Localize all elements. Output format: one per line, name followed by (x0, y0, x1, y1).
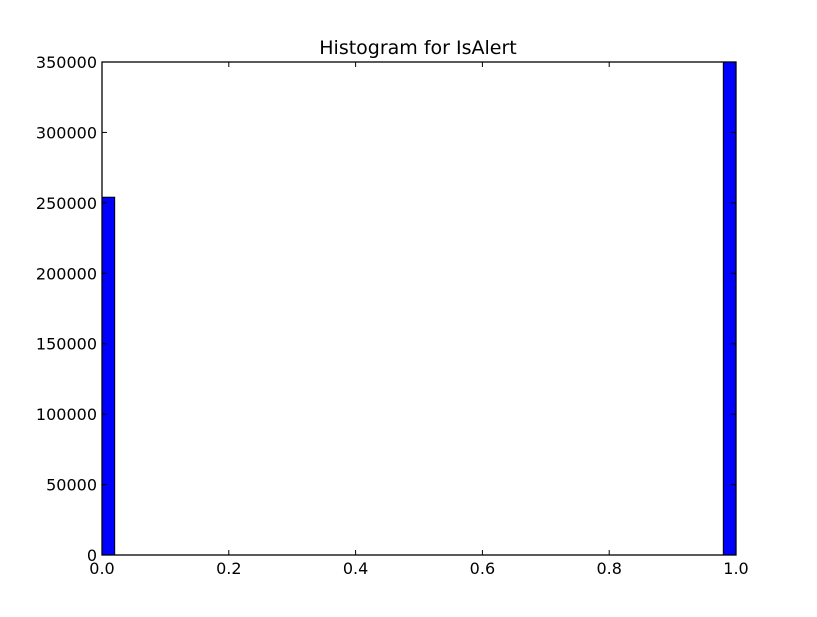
x-axis-tick-labels: 0.0 0.2 0.4 0.6 0.8 1.0 (89, 559, 748, 578)
y-tick-label: 100000 (36, 405, 97, 424)
ticks-layer (101, 61, 737, 556)
y-tick-label: 250000 (36, 194, 97, 213)
histogram-bar-0 (101, 196, 116, 556)
y-tick-label: 200000 (36, 264, 97, 283)
y-axis-tick-labels: 0 50000 100000 150000 200000 250000 300000 3500… (36, 53, 97, 565)
x-tick-label: 0.2 (216, 559, 241, 578)
y-tick-label: 300000 (36, 123, 97, 142)
x-tick-label: 0.4 (343, 559, 368, 578)
chart-title: Histogram for IsAlert (319, 37, 517, 59)
x-tick-label: 1.0 (723, 559, 748, 578)
y-tick-label: 350000 (36, 53, 97, 72)
y-tick-label: 150000 (36, 335, 97, 354)
bars-layer (101, 61, 737, 556)
y-tick-label: 50000 (46, 476, 97, 495)
histogram-bar-1 (722, 61, 737, 556)
plot-frame (101, 61, 737, 556)
x-tick-label: 0.8 (596, 559, 621, 578)
x-tick-label: 0.6 (470, 559, 495, 578)
y-tick-label: 0 (87, 546, 97, 565)
x-tick-label: 0.0 (89, 559, 114, 578)
